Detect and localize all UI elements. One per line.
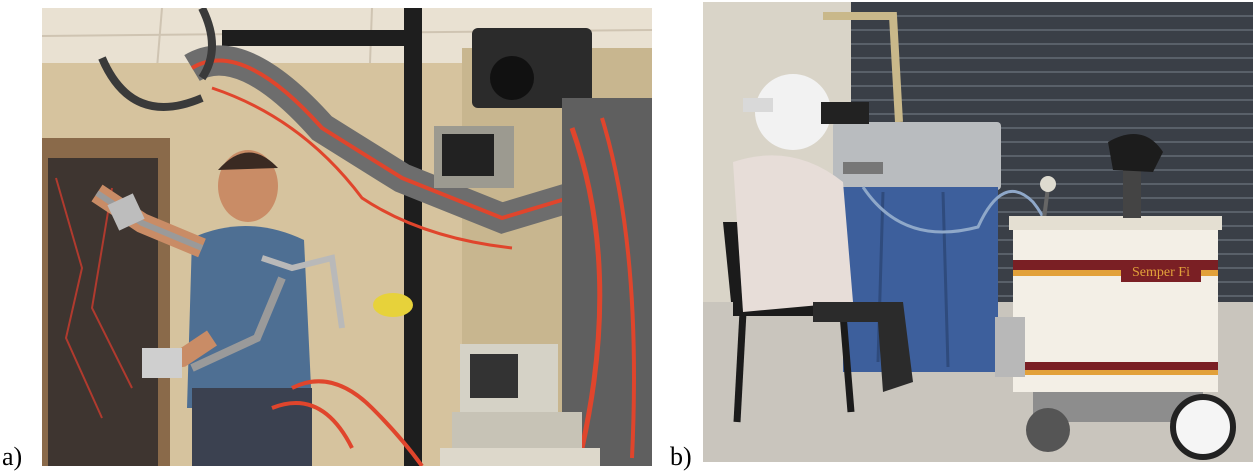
- photo-exoskeleton-teleoperation: [42, 8, 652, 466]
- helmet: [755, 74, 831, 150]
- cart-wheel-right: [1170, 394, 1236, 460]
- photo-a-illustration: [42, 8, 652, 466]
- photo-b-illustration: Semper Fi: [703, 2, 1253, 462]
- overhead-boom: [823, 12, 903, 123]
- gray-equipment-box: [833, 122, 1001, 190]
- helmet-display: [821, 102, 869, 124]
- exoskeleton-lower-arm: [190, 276, 286, 372]
- operator-shirt: [187, 225, 312, 408]
- blue-console: [843, 187, 998, 372]
- photo-helmet-teleoperation: Semper Fi: [703, 2, 1253, 462]
- cart-wheel-left: [1026, 408, 1070, 452]
- yellow-object: [373, 293, 413, 317]
- panel-label-a: a): [2, 442, 23, 471]
- cart-stripe-maroon: [1013, 260, 1218, 270]
- operator-shirt: [733, 155, 853, 312]
- cart-stripe-gold: [1013, 270, 1218, 276]
- cart-sign-text: Semper Fi: [1132, 265, 1190, 280]
- exoskeleton-upper-arm: [95, 190, 204, 251]
- panel-label-b: b): [670, 442, 692, 471]
- cart-sign: [1121, 260, 1201, 282]
- gripper-claw: [98, 56, 204, 111]
- robot-camera-head: [1108, 134, 1163, 172]
- overhead-gantry: [222, 30, 422, 46]
